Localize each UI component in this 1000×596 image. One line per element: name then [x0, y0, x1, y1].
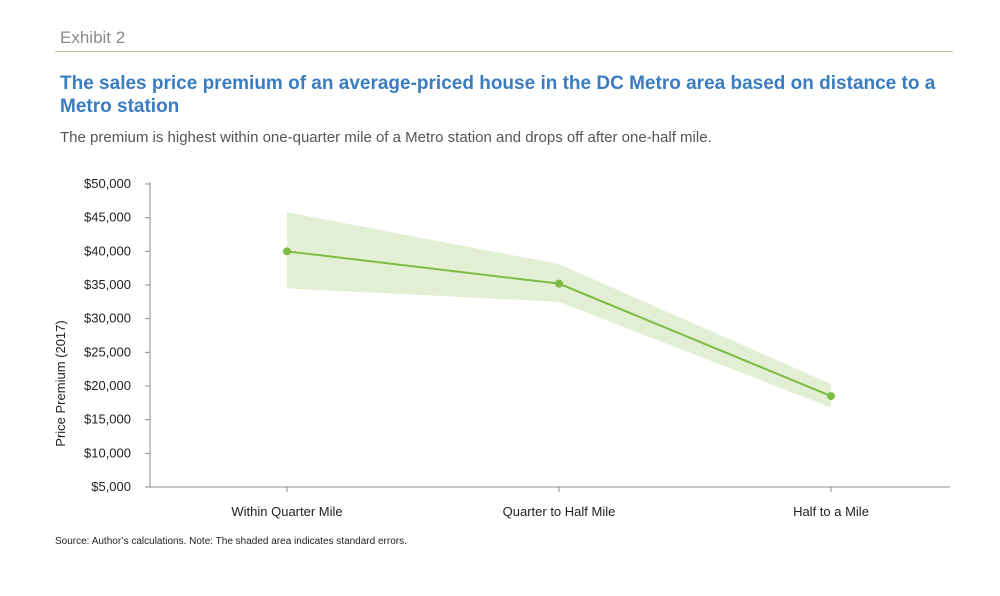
x-tick-label: Quarter to Half Mile [503, 504, 616, 519]
y-tick-label: $30,000 [84, 311, 131, 326]
y-tick-label: $35,000 [84, 277, 131, 292]
exhibit-label: Exhibit 2 [60, 28, 126, 47]
chart-title: The sales price premium of an average-pr… [60, 73, 936, 117]
chart-subtitle: The premium is highest within one-quarte… [60, 129, 712, 146]
y-tick-label: $25,000 [84, 344, 131, 359]
y-axis-title: Price Premium (2017) [53, 320, 68, 446]
y-tick-label: $20,000 [84, 378, 131, 393]
y-tick-label: $45,000 [84, 210, 131, 225]
x-tick-label: Within Quarter Mile [231, 504, 342, 519]
price-premium-chart: $5,000 $10,000 $15,000 $20,000 $25,000 $30,00… [53, 176, 950, 519]
data-point [283, 247, 291, 256]
standard-error-band [287, 212, 831, 408]
data-point [555, 279, 563, 288]
source-note: Source: Author’s calculations. Note: The… [55, 536, 407, 547]
y-tick-label: $50,000 [84, 176, 131, 191]
header-divider [55, 51, 953, 52]
y-tick-label: $15,000 [84, 412, 131, 427]
y-tick-label: $5,000 [91, 479, 131, 494]
x-tick-label: Half to a Mile [793, 504, 869, 519]
y-tick-label: $10,000 [84, 445, 131, 460]
data-point [827, 392, 835, 401]
y-tick-label: $40,000 [84, 243, 131, 258]
